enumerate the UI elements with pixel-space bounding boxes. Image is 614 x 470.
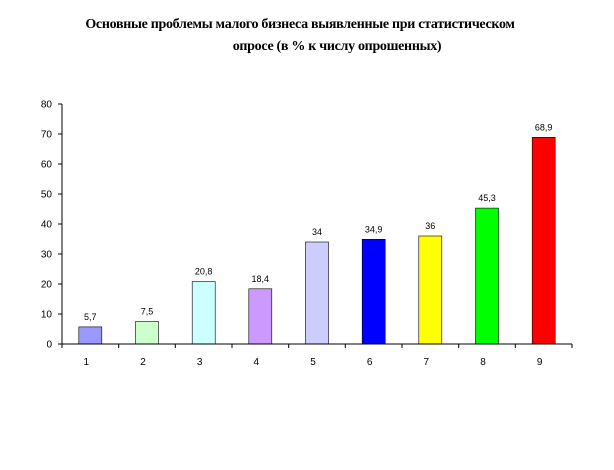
x-tick-label-7: 7 <box>424 357 430 368</box>
x-tick-label-8: 8 <box>480 357 486 368</box>
data-label-4: 18,4 <box>252 274 270 284</box>
data-label-6: 34,9 <box>365 224 383 234</box>
bar-8 <box>475 207 499 345</box>
axes-group <box>58 103 573 348</box>
data-label-2: 7,5 <box>141 307 154 317</box>
x-tick-label-5: 5 <box>310 357 316 368</box>
y-tick-label-70: 70 <box>41 130 53 141</box>
bar-7 <box>418 235 443 345</box>
x-tick-label-9: 9 <box>537 357 543 368</box>
y-tick-label-80: 80 <box>41 100 53 111</box>
y-tick-label-10: 10 <box>41 310 53 321</box>
chart-title-line-1: Основные проблемы малого бизнеса выявлен… <box>85 17 515 32</box>
bar-3 <box>191 281 216 345</box>
data-label-7: 36 <box>425 221 435 231</box>
y-tick-label-30: 30 <box>41 250 53 261</box>
y-tick-label-20: 20 <box>41 280 53 291</box>
data-label-3: 20,8 <box>195 267 213 277</box>
x-tick-label-2: 2 <box>140 357 146 368</box>
x-tick-label-4: 4 <box>254 357 260 368</box>
y-tick-label-40: 40 <box>41 220 53 231</box>
x-tick-label-6: 6 <box>367 357 373 368</box>
labels-group: 5,7 1 7,5 2 20,8 3 18,4 4 34 5 34,9 6 36 7 45,3 8 68,9 9 0… <box>41 100 553 369</box>
bar-4 <box>248 288 273 345</box>
bar-1 <box>78 326 103 345</box>
data-label-5: 34 <box>312 227 322 237</box>
x-tick-label-1: 1 <box>84 357 90 368</box>
bar-2 <box>135 321 159 345</box>
y-tick-label-60: 60 <box>41 160 53 171</box>
bar-5 <box>305 241 329 345</box>
y-tick-label-0: 0 <box>46 340 52 351</box>
data-label-1: 5,7 <box>84 312 97 322</box>
chart-title-line-2: опросе (в % к числу опрошенных) <box>232 39 442 54</box>
bar-6 <box>361 239 386 345</box>
data-label-9: 68,9 <box>535 122 553 132</box>
bar-9 <box>531 137 556 345</box>
chart-title: Основные проблемы малого бизнеса выявлен… <box>0 14 614 58</box>
bars-group <box>78 137 556 345</box>
y-tick-label-50: 50 <box>41 190 53 201</box>
x-tick-label-3: 3 <box>197 357 203 368</box>
data-label-8: 45,3 <box>478 193 496 203</box>
